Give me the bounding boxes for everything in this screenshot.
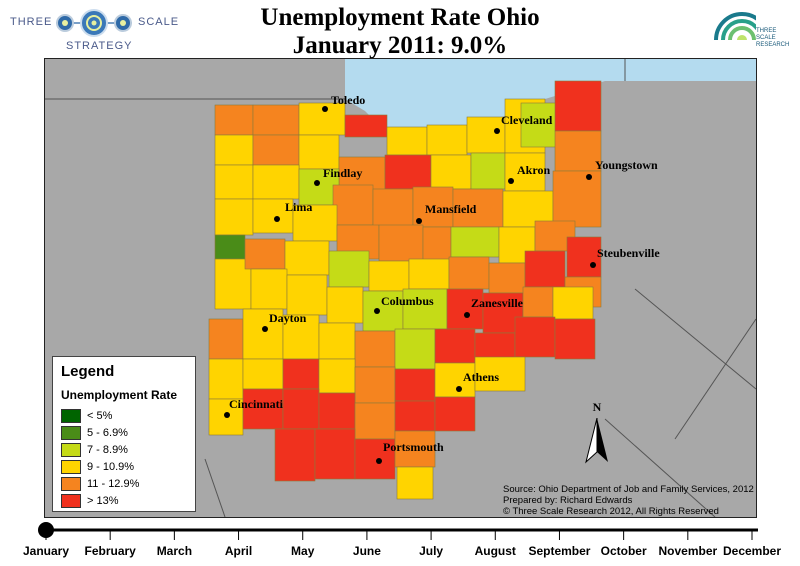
legend-swatch bbox=[61, 477, 81, 491]
legend-subtitle: Unemployment Rate bbox=[61, 388, 178, 402]
month-label-november[interactable]: November bbox=[658, 544, 718, 558]
city-steubenville: Steubenville bbox=[590, 246, 660, 268]
city-zanesville: Zanesville bbox=[464, 296, 524, 318]
city-lima: Lima bbox=[274, 200, 312, 222]
prepared-by-line: Prepared by: Richard Edwards bbox=[503, 495, 633, 506]
city-label-findlay: Findlay bbox=[323, 166, 362, 180]
three-scale-research-logo: THREE SCALE RESEARCH bbox=[712, 10, 792, 52]
research-rings-icon bbox=[712, 12, 756, 50]
copyright-line: © Three Scale Research 2012, All Rights … bbox=[503, 506, 719, 517]
legend-item: > 13% bbox=[61, 494, 119, 508]
month-label-february[interactable]: February bbox=[84, 544, 136, 558]
month-label-december[interactable]: December bbox=[722, 544, 782, 558]
legend-swatch bbox=[61, 460, 81, 474]
month-label-january[interactable]: January bbox=[22, 544, 70, 558]
legend-swatch bbox=[61, 494, 81, 508]
map-title: Unemployment Rate Ohio bbox=[260, 4, 540, 31]
month-label-september[interactable]: September bbox=[528, 544, 591, 558]
month-label-october[interactable]: October bbox=[600, 544, 647, 558]
logo-line-research: RESEARCH bbox=[756, 42, 790, 48]
north-arrow-icon bbox=[585, 418, 608, 464]
city-cincinnati: Cincinnati bbox=[224, 397, 284, 418]
source-credits: Source: Ohio Department of Job and Famil… bbox=[503, 484, 754, 517]
city-athens: Athens bbox=[456, 370, 499, 392]
city-label-dayton: Dayton bbox=[269, 311, 307, 325]
legend-item: 11 - 12.9% bbox=[61, 477, 139, 491]
city-label-mansfield: Mansfield bbox=[425, 202, 477, 216]
legend-label: 11 - 12.9% bbox=[87, 478, 140, 490]
legend-title: Legend bbox=[61, 363, 115, 380]
map-legend: Legend Unemployment Rate < 5% 5 - 6.9% 7… bbox=[52, 356, 196, 512]
city-label-akron: Akron bbox=[517, 163, 550, 177]
source-line: Source: Ohio Department of Job and Famil… bbox=[503, 484, 754, 495]
city-label-youngstown: Youngstown bbox=[595, 158, 658, 172]
month-label-may[interactable]: May bbox=[291, 544, 315, 558]
legend-label: < 5% bbox=[87, 410, 113, 422]
month-timeline[interactable]: January February March April May June July Augu… bbox=[0, 516, 800, 566]
city-label-zanesville: Zanesville bbox=[471, 296, 524, 310]
city-akron: Akron bbox=[508, 163, 550, 184]
legend-swatch bbox=[61, 409, 81, 423]
month-label-july[interactable]: July bbox=[419, 544, 444, 558]
city-label-cleveland: Cleveland bbox=[501, 113, 553, 127]
city-dayton: Dayton bbox=[262, 311, 307, 332]
city-label-cincinnati: Cincinnati bbox=[229, 397, 284, 411]
map-subtitle: January 2011: 9.0% bbox=[292, 32, 508, 59]
city-columbus: Columbus bbox=[374, 294, 434, 314]
city-label-steubenville: Steubenville bbox=[597, 246, 660, 260]
legend-swatch bbox=[61, 426, 81, 440]
county-layer bbox=[208, 80, 602, 500]
month-label-march[interactable]: March bbox=[156, 544, 193, 558]
legend-item: 5 - 6.9% bbox=[61, 426, 128, 440]
legend-label: 9 - 10.9% bbox=[87, 461, 135, 473]
city-label-athens: Athens bbox=[463, 370, 499, 384]
legend-label: > 13% bbox=[87, 495, 119, 507]
month-label-april[interactable]: April bbox=[224, 544, 253, 558]
city-cleveland: Cleveland bbox=[494, 113, 553, 134]
north-arrow: N bbox=[584, 400, 610, 464]
city-portsmouth: Portsmouth bbox=[376, 440, 444, 464]
lake-erie bbox=[345, 59, 756, 139]
legend-item: < 5% bbox=[61, 409, 112, 423]
north-label: N bbox=[592, 400, 602, 414]
legend-label: 7 - 8.9% bbox=[87, 444, 128, 456]
legend-label: 5 - 6.9% bbox=[87, 427, 128, 439]
timeline-slider-handle[interactable] bbox=[38, 522, 54, 538]
three-scale-strategy-logo: THREE SCALE STRATEGY bbox=[4, 6, 180, 54]
city-toledo: Toledo bbox=[322, 93, 365, 112]
month-label-june[interactable]: June bbox=[352, 544, 381, 558]
city-mansfield: Mansfield bbox=[416, 202, 477, 224]
city-findlay: Findlay bbox=[314, 166, 362, 186]
city-markers: Toledo Cleveland Findlay Akron Youngstow… bbox=[224, 93, 660, 464]
logo-line-three: THREE bbox=[756, 28, 777, 34]
city-label-columbus: Columbus bbox=[381, 294, 434, 308]
month-label-august[interactable]: August bbox=[474, 544, 516, 558]
city-label-portsmouth: Portsmouth bbox=[383, 440, 444, 454]
logo-word-strategy: STRATEGY bbox=[66, 40, 133, 52]
city-label-toledo: Toledo bbox=[331, 93, 365, 107]
legend-item: 7 - 8.9% bbox=[61, 443, 128, 457]
legend-item: 9 - 10.9% bbox=[61, 460, 134, 474]
logo-circles-icon bbox=[56, 9, 132, 37]
state-borders bbox=[45, 59, 756, 517]
logo-word-scale: SCALE bbox=[138, 16, 180, 28]
city-label-lima: Lima bbox=[285, 200, 312, 214]
logo-line-scale: SCALE bbox=[756, 35, 776, 41]
timeline-track bbox=[38, 522, 758, 540]
logo-word-three: THREE bbox=[10, 16, 53, 28]
legend-swatch bbox=[61, 443, 81, 457]
city-youngstown: Youngstown bbox=[586, 158, 658, 180]
